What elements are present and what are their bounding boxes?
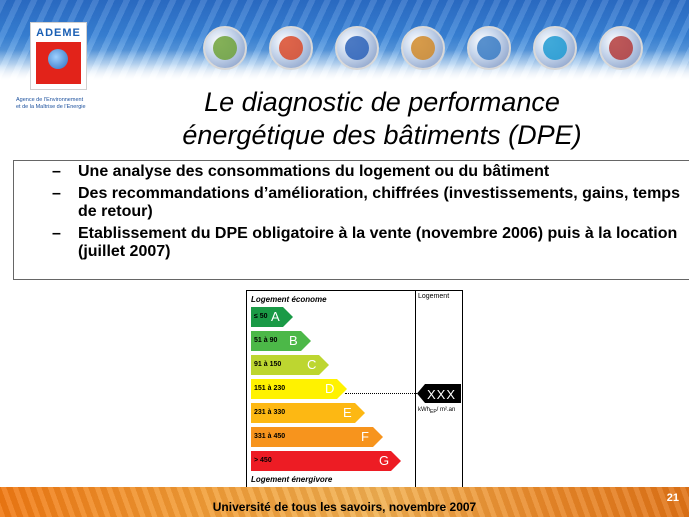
label-bottom-caption: Logement énergivore bbox=[251, 475, 333, 484]
energy-class-range: 151 à 230 bbox=[254, 385, 286, 392]
footer-caption: Université de tous les savoirs, novembre… bbox=[212, 500, 477, 514]
energy-class-range: 91 à 150 bbox=[254, 361, 282, 368]
logo-wordmark: ADEME bbox=[36, 27, 81, 39]
energy-class-arrow bbox=[251, 379, 347, 399]
energy-class-arrow bbox=[251, 427, 383, 447]
slide-title-line1: Le diagnostic de performance bbox=[204, 87, 560, 117]
pointer-dotted-line bbox=[345, 393, 417, 394]
energy-class-arrow bbox=[251, 355, 329, 375]
slide-title: Le diagnostic de performance énergétique… bbox=[112, 86, 652, 152]
france-map-icon-glyph bbox=[279, 36, 303, 60]
unit-prefix: kWh bbox=[418, 407, 430, 413]
logo-tagline-line2: et de la Maîtrise de l'Energie bbox=[16, 104, 86, 110]
wave-icon bbox=[533, 26, 577, 70]
logo-red-square bbox=[36, 42, 81, 84]
bullet-item: – Une analyse des consommations du logeme… bbox=[50, 163, 685, 181]
energy-class-range: ≤ 50 bbox=[254, 313, 268, 320]
energy-class-range: 331 à 450 bbox=[254, 433, 286, 440]
energy-class-a: ≤ 50 A bbox=[251, 307, 293, 327]
energy-class-arrow bbox=[251, 307, 293, 327]
label-top-caption: Logement économe bbox=[251, 295, 327, 304]
sun-icon bbox=[335, 26, 379, 70]
energy-class-letter: C bbox=[307, 357, 317, 372]
energy-class-letter: G bbox=[379, 453, 390, 468]
logo-tagline-line1: Agence de l'Environnement bbox=[16, 97, 84, 103]
energy-class-letter: D bbox=[325, 381, 335, 396]
unit-suffix: / m².an bbox=[436, 407, 456, 413]
ademe-logo: ADEME bbox=[30, 22, 87, 90]
energy-class-range: 231 à 330 bbox=[254, 409, 286, 416]
unit-subscript: EP bbox=[430, 409, 437, 416]
bullet-item: – Des recommandations d’amélioration, chi… bbox=[50, 185, 685, 221]
sun-icon-glyph bbox=[345, 36, 369, 60]
house-icon-glyph bbox=[411, 36, 435, 60]
france-map-icon bbox=[269, 26, 313, 70]
energy-class-range: > 450 bbox=[254, 457, 272, 464]
energy-class-letter: E bbox=[343, 405, 352, 420]
chart-icon-glyph bbox=[477, 36, 501, 60]
bullet-dash: – bbox=[52, 225, 61, 242]
wave-icon-glyph bbox=[543, 36, 567, 60]
consumption-pointer bbox=[417, 384, 461, 403]
bullet-text: Etablissement du DPE obligatoire à la ve… bbox=[78, 225, 678, 260]
bullet-list: – Une analyse des consommations du logeme… bbox=[50, 163, 685, 265]
house-icon bbox=[401, 26, 445, 70]
balloon-icon bbox=[203, 26, 247, 70]
label-divider bbox=[415, 291, 416, 487]
energy-class-c: 91 à 150 C bbox=[251, 355, 329, 375]
consumption-unit: kWhEP/ m².an bbox=[418, 407, 455, 415]
bullet-dash: – bbox=[52, 185, 61, 202]
energy-class-d: 151 à 230 D bbox=[251, 379, 347, 399]
energy-class-f: 331 à 450 F bbox=[251, 427, 383, 447]
chart-icon bbox=[467, 26, 511, 70]
energy-class-letter: A bbox=[271, 309, 280, 324]
energy-class-e: 231 à 330 E bbox=[251, 403, 365, 423]
consumption-value: XXX bbox=[427, 387, 457, 402]
energy-class-arrow bbox=[251, 331, 311, 351]
bullet-text: Une analyse des consommations du logemen… bbox=[78, 163, 550, 180]
bullet-text: Des recommandations d’amélioration, chif… bbox=[78, 185, 680, 220]
slide-title-line2: énergétique des bâtiments (DPE) bbox=[182, 120, 582, 150]
bullet-item: – Etablissement du DPE obligatoire à la v… bbox=[50, 225, 685, 261]
bullet-dash: – bbox=[52, 163, 61, 180]
footer-banner bbox=[0, 487, 689, 517]
hammer-icon bbox=[599, 26, 643, 70]
energy-class-letter: F bbox=[361, 429, 369, 444]
energy-class-arrow bbox=[251, 403, 365, 423]
energy-class-b: 51 à 90 B bbox=[251, 331, 311, 351]
energy-class-range: 51 à 90 bbox=[254, 337, 278, 344]
energy-class-arrow bbox=[251, 451, 401, 471]
energy-class-g: > 450 G bbox=[251, 451, 401, 471]
label-column-header: Logement bbox=[418, 293, 450, 300]
energy-class-letter: B bbox=[289, 333, 298, 348]
dpe-energy-label: Logement économe Logement ≤ 50 A 51 à 90 B 9… bbox=[246, 290, 463, 488]
bullets-frame bbox=[13, 160, 689, 280]
page-number: 21 bbox=[666, 492, 679, 504]
balloon-icon-glyph bbox=[213, 36, 237, 60]
hammer-icon-glyph bbox=[609, 36, 633, 60]
globe-icon bbox=[48, 49, 68, 69]
logo-tagline: Agence de l'Environnement et de la Maîtr… bbox=[16, 97, 116, 111]
